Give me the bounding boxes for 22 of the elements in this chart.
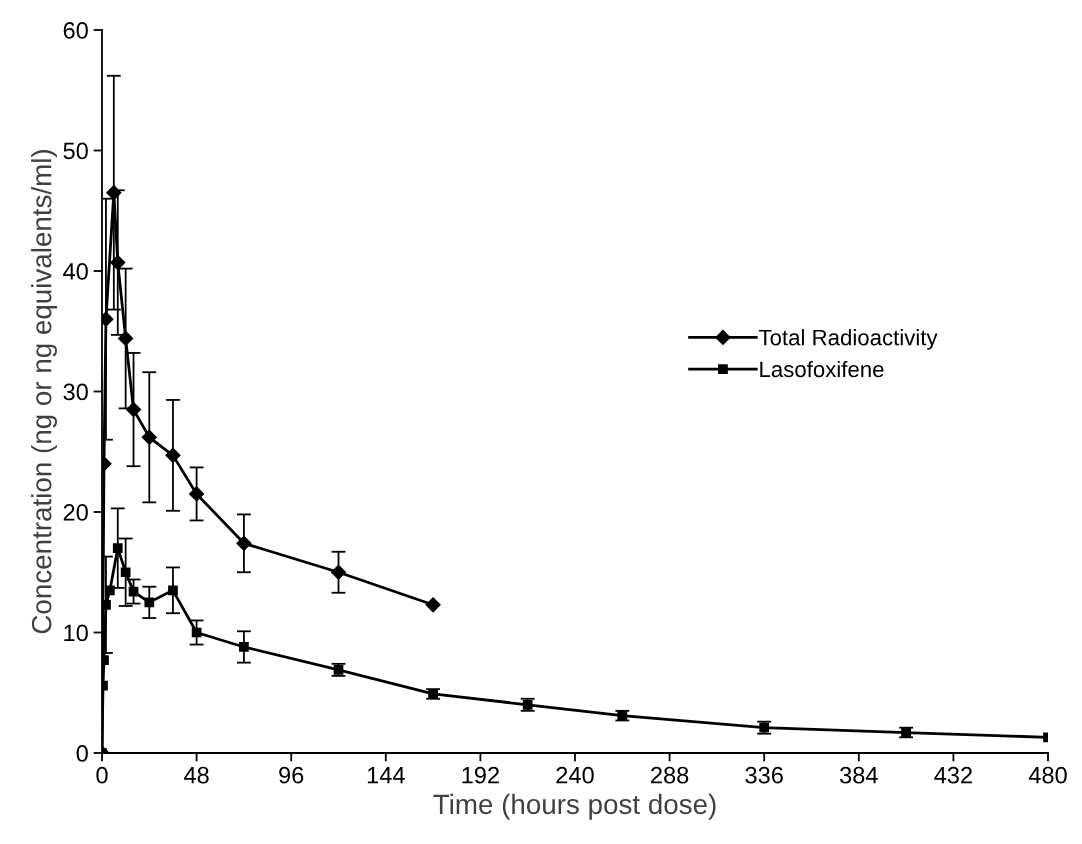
x-tick-label: 480 bbox=[1028, 766, 1067, 784]
y-tick-label: 40 bbox=[63, 263, 88, 280]
x-tick-label: 384 bbox=[840, 766, 878, 784]
legend-label: Lasofoxifene bbox=[760, 360, 884, 378]
y-tick-label: 60 bbox=[63, 22, 88, 39]
x-axis-title: Time (hours post dose) bbox=[433, 793, 716, 820]
x-tick-label: 336 bbox=[745, 766, 783, 784]
x-tick-label: 144 bbox=[367, 767, 405, 784]
x-tick-label: 192 bbox=[462, 766, 499, 784]
x-tick-label: 0 bbox=[96, 766, 108, 784]
x-tick-label: 432 bbox=[934, 766, 972, 784]
y-axis-title: Concentration (ng or ng equivalents/ml) bbox=[31, 150, 57, 634]
x-tick-label: 288 bbox=[651, 766, 689, 784]
x-tick-label: 240 bbox=[556, 766, 594, 784]
y-tick-label: 0 bbox=[76, 745, 88, 762]
x-tick-label: 96 bbox=[279, 766, 304, 784]
legend-label: Total Radioactivity bbox=[758, 329, 938, 350]
x-tick-label: 48 bbox=[184, 766, 209, 784]
y-tick-label: 20 bbox=[63, 504, 88, 521]
y-tick-label: 10 bbox=[64, 624, 88, 642]
y-tick-label: 30 bbox=[63, 383, 88, 401]
y-tick-label: 50 bbox=[63, 142, 88, 160]
